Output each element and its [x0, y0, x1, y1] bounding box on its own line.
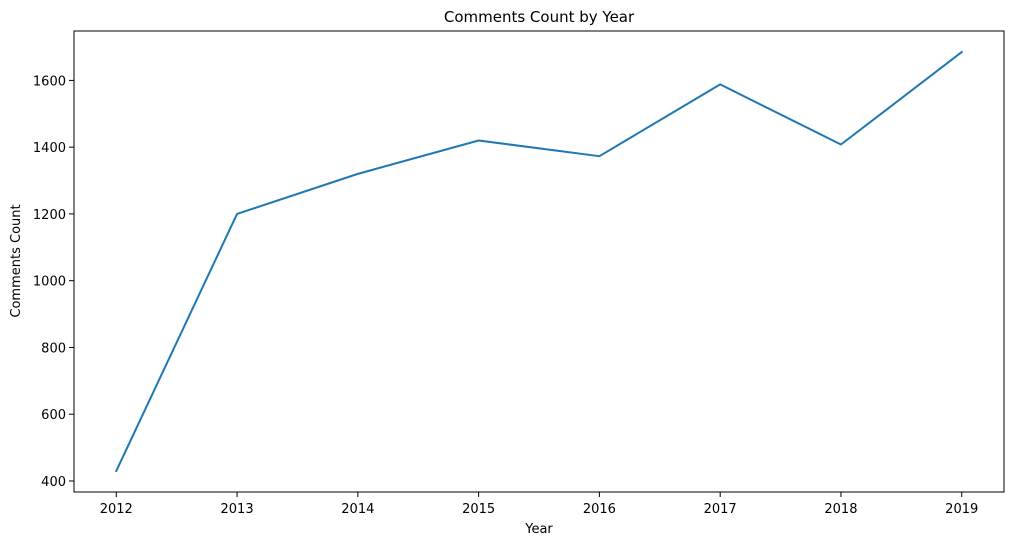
x-tick-label: 2014: [341, 502, 374, 517]
x-tick-label: 2017: [704, 502, 737, 517]
y-tick-label: 1200: [33, 208, 66, 223]
x-tick-label: 2019: [945, 502, 978, 517]
y-tick-label: 800: [41, 341, 66, 356]
plot-frame: [73, 30, 1005, 493]
x-tick-label: 2013: [221, 502, 254, 517]
x-axis-label: Year: [524, 522, 553, 537]
y-tick-label: 1400: [33, 141, 66, 156]
x-tick-label: 2012: [100, 502, 133, 517]
x-axis: 2012 2013 2014 2015 2016 2017 2018 2019: [100, 492, 978, 517]
y-tick-label: 400: [41, 475, 66, 490]
y-tick-label: 1600: [33, 74, 66, 89]
x-tick-label: 2018: [824, 502, 857, 517]
y-tick-label: 600: [41, 408, 66, 423]
plot-area: [114, 50, 964, 473]
series-line: [114, 50, 964, 473]
x-tick-label: 2016: [583, 502, 616, 517]
y-axis: 400 600 800 1000 1200 1400 1600: [33, 74, 74, 490]
y-axis-label: Comments Count: [9, 204, 24, 317]
y-tick-label: 1000: [33, 275, 66, 290]
x-tick-label: 2015: [462, 502, 495, 517]
chart-title: Comments Count by Year: [444, 8, 635, 26]
